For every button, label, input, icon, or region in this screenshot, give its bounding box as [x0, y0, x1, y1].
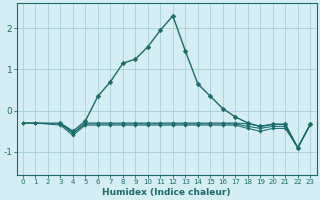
- X-axis label: Humidex (Indice chaleur): Humidex (Indice chaleur): [102, 188, 231, 197]
